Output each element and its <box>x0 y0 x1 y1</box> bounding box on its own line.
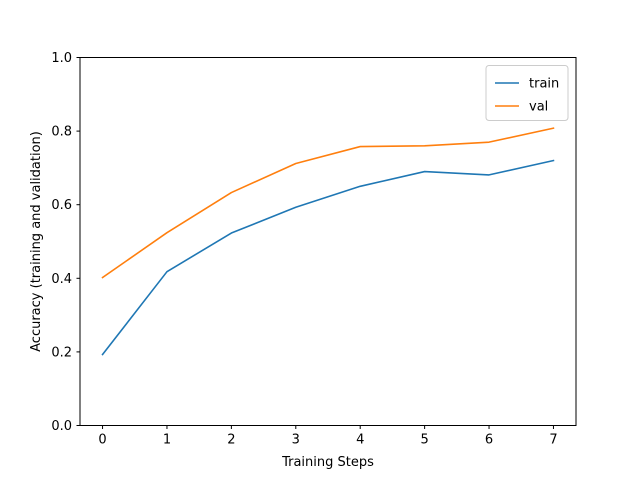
y-tick-label: 0.4 <box>51 272 72 287</box>
legend: train val <box>485 65 569 121</box>
legend-label-train: train <box>529 77 559 92</box>
x-tick-label: 6 <box>485 433 493 448</box>
legend-label-val: val <box>529 100 548 115</box>
x-tick-label: 3 <box>292 433 300 448</box>
plot-frame <box>79 57 577 426</box>
x-tick-label: 4 <box>356 433 364 448</box>
y-axis-label: Accuracy (training and validation) <box>29 131 44 352</box>
series-layer <box>101 127 555 356</box>
y-tick-label: 0.2 <box>51 345 72 360</box>
x-tick-label: 7 <box>549 433 557 448</box>
y-tick-label: 0.6 <box>51 198 72 213</box>
x-tick-label: 0 <box>98 433 106 448</box>
y-tick-label: 0.8 <box>51 125 72 140</box>
x-tick-label: 1 <box>163 433 171 448</box>
series-line-val <box>101 127 555 279</box>
x-axis-label: Training Steps <box>281 455 374 470</box>
series-line-train <box>101 159 555 356</box>
x-axis-ticks: 0 1 2 3 4 5 6 7 <box>98 425 558 448</box>
legend-box <box>485 65 569 121</box>
x-tick-label: 5 <box>420 433 428 448</box>
y-tick-label: 1.0 <box>51 51 72 66</box>
x-tick-label: 2 <box>227 433 235 448</box>
y-tick-label: 0.0 <box>51 419 72 434</box>
y-axis-ticks: 0.0 0.2 0.4 0.6 0.8 1.0 <box>51 51 80 434</box>
